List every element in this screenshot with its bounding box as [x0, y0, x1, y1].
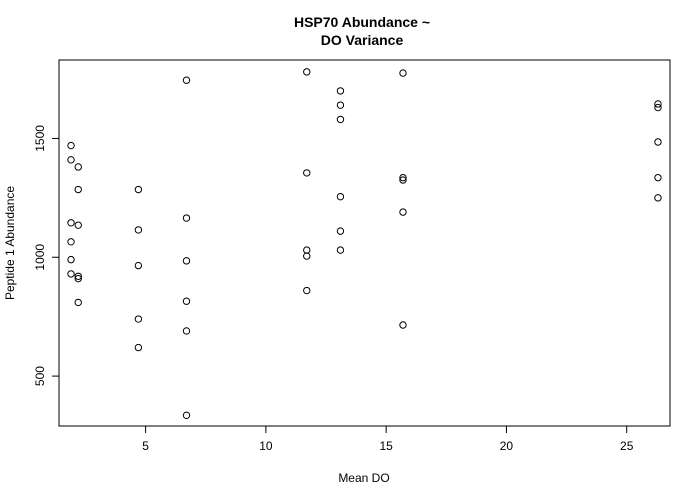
data-point: [74, 185, 82, 194]
data-point: [399, 321, 407, 329]
data-point: [399, 176, 407, 184]
data-point: [336, 227, 345, 235]
data-point: [336, 246, 345, 254]
data-point: [134, 315, 143, 323]
data-point: [182, 76, 191, 84]
plot-frame: [58, 59, 671, 427]
x-tick-label: 25: [620, 439, 634, 453]
data-point: [336, 192, 345, 201]
data-point: [74, 221, 82, 229]
y-axis-label: Peptide 1 Abundance: [3, 186, 17, 300]
data-point: [182, 297, 191, 305]
data-point: [399, 208, 407, 216]
data-point: [303, 252, 311, 260]
data-point: [654, 173, 662, 182]
data-point: [182, 257, 191, 265]
data-point: [654, 100, 662, 108]
x-axis-label: Mean DO: [338, 471, 389, 485]
data-point: [74, 274, 82, 283]
data-point: [336, 115, 345, 124]
data-point: [303, 169, 311, 177]
data-point: [74, 272, 82, 280]
data-point: [399, 69, 407, 77]
data-point: [74, 298, 82, 307]
y-tick-label: 500: [33, 366, 47, 386]
data-point: [303, 286, 311, 295]
data-point: [67, 255, 75, 264]
data-point: [74, 163, 82, 171]
data-point: [654, 138, 662, 146]
x-tick-label: 15: [379, 439, 393, 453]
y-axis-ticks: 500 1000 1500: [33, 125, 59, 386]
data-point: [134, 226, 143, 234]
x-tick-label: 10: [259, 439, 273, 453]
data-point: [336, 87, 345, 95]
data-points: [67, 68, 662, 420]
data-point: [134, 261, 143, 270]
data-point: [654, 103, 662, 112]
data-point: [134, 185, 143, 194]
data-point: [654, 194, 662, 202]
data-point: [303, 246, 311, 254]
x-axis-ticks: 5 10 15 20 25: [142, 426, 634, 453]
data-point: [67, 141, 75, 150]
data-point: [67, 270, 75, 278]
data-point: [182, 214, 191, 222]
data-point: [67, 219, 75, 227]
chart-title-line-2: DO Variance: [321, 32, 404, 48]
data-point: [182, 411, 191, 420]
data-point: [336, 101, 345, 109]
chart-title-line-1: HSP70 Abundance ~: [294, 14, 430, 30]
data-point: [303, 68, 311, 76]
data-point: [67, 156, 75, 164]
data-point: [134, 343, 143, 352]
data-point: [182, 327, 191, 335]
data-point: [399, 173, 407, 182]
x-tick-label: 20: [500, 439, 514, 453]
y-tick-label: 1000: [33, 244, 47, 271]
y-tick-label: 1500: [33, 125, 47, 152]
x-tick-label: 5: [142, 439, 149, 453]
data-point: [67, 238, 75, 246]
